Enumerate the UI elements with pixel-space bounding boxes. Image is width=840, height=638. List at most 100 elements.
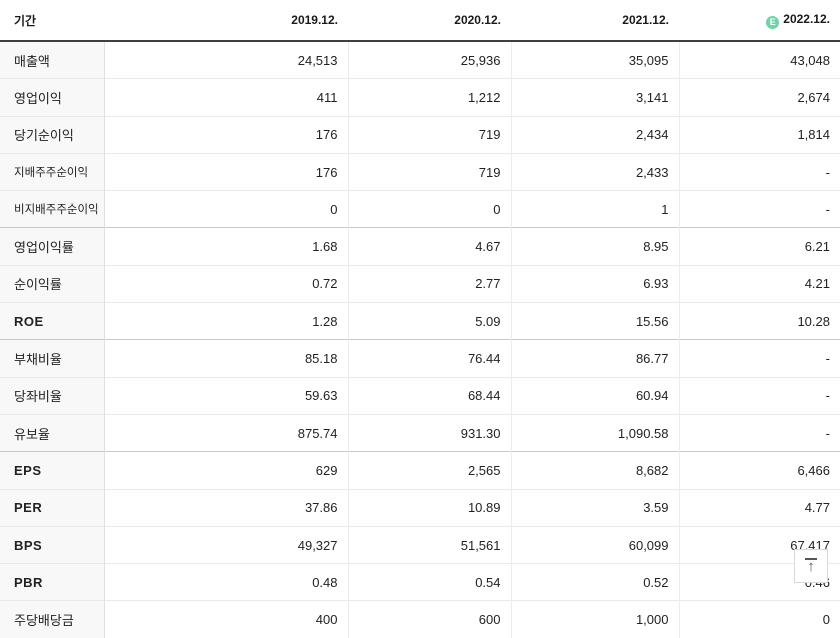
cell-value: - [678, 414, 840, 452]
row-label: 비지배주주순이익 [0, 190, 105, 228]
header-row: 기간 2019.12. 2020.12. 2021.12. E 2022.12. [0, 0, 840, 41]
cell-value: 60,099 [510, 526, 679, 564]
cell-value: 85.18 [103, 339, 348, 378]
table-row: 영업이익 411 1,212 3,141 2,674 [0, 78, 840, 117]
table-body: 매출액 24,513 25,936 35,095 43,048 영업이익 411 1,212 3… [0, 41, 840, 638]
scroll-to-top-button[interactable]: ↑ [794, 549, 828, 583]
table-row: ROE 1.28 5.09 15.56 10.28 [0, 302, 840, 340]
row-label: 매출액 [0, 41, 105, 79]
cell-value: 0 [678, 600, 840, 638]
cell-value: 719 [347, 116, 511, 154]
cell-value: 1.28 [103, 302, 348, 340]
cell-value: 15.56 [510, 302, 679, 340]
cell-value: 0.72 [103, 265, 348, 303]
row-label: 지배주주순이익 [0, 153, 105, 191]
row-label: ROE [0, 302, 105, 340]
column-header-202012: 2020.12. [348, 0, 511, 41]
cell-value: 0 [347, 190, 511, 228]
table-row: 매출액 24,513 25,936 35,095 43,048 [0, 41, 840, 79]
table-row: PER 37.86 10.89 3.59 4.77 [0, 489, 840, 527]
cell-value: 10.28 [678, 302, 840, 340]
cell-value: - [678, 190, 840, 228]
row-label: 영업이익률 [0, 227, 105, 266]
period-header-label: 기간 [0, 0, 104, 41]
estimate-badge-icon: E [766, 15, 780, 29]
cell-value: 35,095 [510, 41, 679, 79]
cell-value: 43,048 [678, 41, 840, 79]
table-row: 영업이익률 1.68 4.67 8.95 6.21 [0, 227, 840, 266]
cell-value: 629 [103, 451, 348, 490]
cell-value: 719 [347, 153, 511, 191]
cell-value: 10.89 [347, 489, 511, 527]
cell-value: 1,814 [678, 116, 840, 154]
table-row: 지배주주순이익 176 719 2,433- [0, 153, 840, 191]
cell-value: 176 [103, 116, 348, 154]
cell-value: 49,327 [103, 526, 348, 564]
cell-value: 86.77 [510, 339, 679, 378]
cell-value: 68.44 [347, 377, 511, 415]
row-label: 유보율 [0, 414, 105, 452]
cell-value: - [678, 339, 840, 378]
table-row: 부채비율 85.18 76.44 86.77- [0, 339, 840, 378]
row-label: 당좌비율 [0, 377, 105, 415]
cell-value: 76.44 [347, 339, 511, 378]
row-label: 순이익률 [0, 265, 105, 303]
cell-value: 2.77 [347, 265, 511, 303]
cell-value: 1,000 [510, 600, 679, 638]
cell-value: 0.54 [347, 563, 511, 601]
cell-value: 1.68 [103, 227, 348, 266]
cell-value: 3.59 [510, 489, 679, 527]
cell-value: 0.52 [510, 563, 679, 601]
cell-value: 1 [510, 190, 679, 228]
table-row: 순이익률 0.72 2.77 6.93 4.21 [0, 265, 840, 303]
cell-value: 0 [103, 190, 348, 228]
row-label: 부채비율 [0, 339, 105, 378]
cell-value: 2,433 [510, 153, 679, 191]
table-row: BPS 49,327 51,561 60,099 67,417 [0, 526, 840, 564]
cell-value: 931.30 [347, 414, 511, 452]
column-header-202112: 2021.12. [511, 0, 679, 41]
cell-value: 59.63 [103, 377, 348, 415]
cell-value: - [678, 153, 840, 191]
cell-value: 875.74 [103, 414, 348, 452]
cell-value: 411 [103, 78, 348, 117]
cell-value: 8,682 [510, 451, 679, 490]
cell-value: 37.86 [103, 489, 348, 527]
cell-value: 60.94 [510, 377, 679, 415]
table-row: 유보율 875.74 931.30 1,090.58- [0, 414, 840, 452]
column-header-202212: E 2022.12. [679, 0, 840, 41]
cell-value: 6.21 [678, 227, 840, 266]
cell-value: 5.09 [347, 302, 511, 340]
row-label: PER [0, 489, 105, 527]
row-label: BPS [0, 526, 105, 564]
cell-value: 600 [347, 600, 511, 638]
table-row: 당좌비율 59.63 68.44 60.94- [0, 377, 840, 415]
table-row: 주당배당금 400 600 1,000 0 [0, 600, 840, 638]
table-row: EPS 629 2,565 8,682 6,466 [0, 451, 840, 490]
table-row: 당기순이익 176 719 2,434 1,814 [0, 116, 840, 154]
cell-value: 4.77 [678, 489, 840, 527]
cell-value: 2,674 [678, 78, 840, 117]
cell-value: 400 [103, 600, 348, 638]
row-label: 영업이익 [0, 78, 105, 117]
cell-value: 176 [103, 153, 348, 191]
cell-value: 0.48 [103, 563, 348, 601]
cell-value: 6.93 [510, 265, 679, 303]
cell-value: 51,561 [347, 526, 511, 564]
row-label: 당기순이익 [0, 116, 105, 154]
cell-value: 3,141 [510, 78, 679, 117]
arrow-to-top-icon: ↑ [805, 558, 817, 574]
cell-value: 4.21 [678, 265, 840, 303]
row-label: 주당배당금 [0, 600, 105, 638]
table-row: 비지배주주순이익 0 0 1- [0, 190, 840, 228]
cell-value: 6,466 [678, 451, 840, 490]
cell-value: 25,936 [347, 41, 511, 79]
cell-value: 1,090.58 [510, 414, 679, 452]
row-label: PBR [0, 563, 105, 601]
cell-value: 2,565 [347, 451, 511, 490]
column-header-201912: 2019.12. [104, 0, 348, 41]
cell-value: 8.95 [510, 227, 679, 266]
finance-table-page: { "table": { "period_label": "기간", "colu… [0, 11, 840, 638]
